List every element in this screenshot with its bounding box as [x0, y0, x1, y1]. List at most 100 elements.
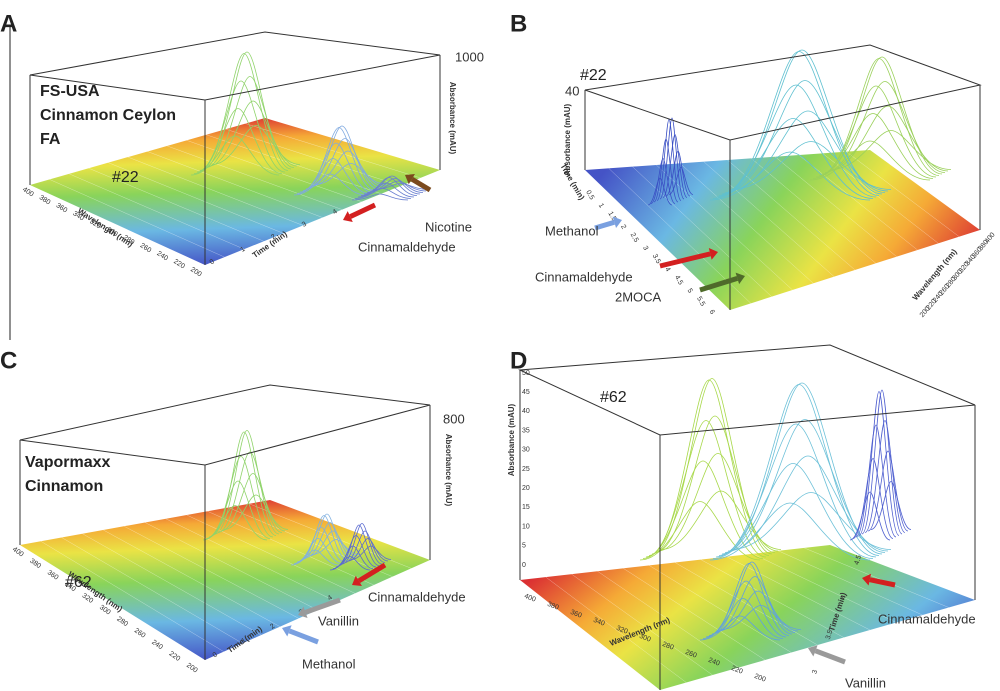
time-tick-label: 3	[301, 221, 308, 229]
floor-grid	[804, 547, 949, 608]
sample-id: #22	[112, 169, 139, 186]
spectrum-trace	[305, 522, 355, 558]
spectrum-trace	[699, 615, 781, 641]
sample-name: Cinnamon Ceylon	[40, 107, 176, 124]
abs-tick-label: 45	[522, 389, 530, 396]
box-top	[584, 44, 982, 141]
annotation: Methanol	[545, 223, 599, 238]
annotation: Cinnamaldehyde	[368, 589, 466, 604]
floor-grid	[778, 550, 923, 616]
floor-grid	[167, 145, 343, 210]
spectrum-trace	[372, 183, 430, 190]
sample-id: #62	[600, 389, 627, 406]
spectrum-trace	[648, 379, 770, 556]
panel-letter: D	[510, 347, 527, 374]
spectrum-trace	[727, 455, 889, 552]
spectrum-trace	[659, 117, 685, 200]
abs-tick-label: 15	[522, 504, 530, 511]
sample-name: FS-USA	[40, 83, 100, 100]
box-top	[19, 384, 431, 466]
panel-letter: B	[510, 10, 527, 37]
time-tick-label: 6	[708, 309, 716, 316]
floor-grid	[124, 526, 299, 619]
floor-grid	[144, 522, 318, 611]
annotation: Cinnamaldehyde	[878, 611, 976, 626]
wavelength-tick-label: 260	[139, 242, 153, 254]
floor-grid	[751, 158, 876, 264]
arrow-shaft	[304, 597, 341, 615]
spectrum-trace	[350, 545, 392, 560]
wavelength-tick-label: 200	[189, 266, 203, 278]
time-tick-label: 1	[597, 202, 605, 209]
wavelength-tick-label: 380	[546, 601, 560, 612]
time-tick-label: 1.5	[606, 210, 617, 222]
spectrum-trace	[302, 513, 352, 560]
arrow-head	[298, 606, 308, 618]
annotation: Cinnamaldehyde	[535, 269, 633, 284]
time-tick-label: 4	[840, 594, 848, 600]
floor	[520, 545, 975, 690]
time-tick-label: 5	[686, 287, 694, 294]
spectrum-trace	[662, 134, 688, 198]
spectrum-trace	[712, 118, 874, 199]
floor-grid	[108, 162, 284, 234]
floor	[30, 118, 440, 265]
arrow-head	[343, 211, 353, 223]
time-tick-label: 3	[811, 669, 819, 675]
panel-letter: A	[0, 10, 17, 37]
wavelength-tick-label: 380	[28, 558, 42, 570]
spectrum-trace	[202, 51, 292, 170]
time-label: Time (min)	[558, 162, 586, 202]
annotation: Cinnamaldehyde	[358, 239, 456, 254]
arrow-head	[808, 645, 818, 657]
time-tick-label: 3.5	[651, 253, 662, 265]
floor-grid	[165, 518, 337, 602]
spectrum-trace	[730, 492, 892, 550]
spectrum-trace	[809, 140, 931, 181]
time-tick-label: 2	[270, 233, 277, 241]
arrow-shaft	[869, 577, 896, 588]
floor-grid	[774, 156, 897, 257]
y-axis-label: Absorbance (mAU)	[563, 103, 572, 176]
abs-tick-label: 10	[522, 523, 530, 530]
arrow-head	[352, 575, 362, 586]
abs-tick-label: 5	[522, 543, 526, 550]
arrow-shaft	[659, 251, 711, 269]
time-tick-label: 1	[240, 637, 247, 645]
spectrum-trace	[223, 494, 289, 530]
spectrum-trace	[715, 84, 877, 198]
wavelength-tick-label: 360	[55, 202, 69, 214]
spectrum-trace	[668, 167, 694, 195]
spectrum-trace	[858, 391, 900, 536]
wavelength-tick-label: 200	[185, 662, 199, 674]
wavelength-tick-label: 280	[115, 616, 129, 628]
spectrum-trace	[214, 430, 280, 535]
spectrum-trace	[657, 453, 779, 552]
spectrum-trace	[864, 420, 906, 533]
annotation: Methanol	[302, 656, 356, 671]
abs-tick-label: 1000	[455, 49, 484, 64]
wavelength-tick-label: 400	[11, 546, 25, 558]
spectrum-trace	[724, 80, 886, 193]
wavelength-tick-label: 260	[133, 627, 147, 639]
spectrum-trace	[314, 163, 388, 185]
spectrum-trace	[308, 138, 382, 188]
time-tick-label: 4	[663, 266, 671, 273]
time-tick-label: 2.5	[629, 232, 640, 244]
floor-grid	[49, 179, 225, 258]
arrow-head	[612, 216, 622, 229]
abs-tick-label: 800	[443, 411, 465, 426]
arrow-shaft	[357, 562, 387, 583]
time-tick-label: 2	[619, 224, 627, 231]
abs-tick-label: 40	[565, 83, 579, 98]
arrow-shaft	[814, 648, 846, 665]
arrow-head	[708, 248, 718, 260]
spectrum-trace	[208, 100, 298, 167]
time-tick-label: 4.5	[853, 554, 863, 566]
wavelength-tick-label: 380	[38, 194, 52, 206]
spectrum-trace	[849, 491, 891, 541]
floor-grid	[846, 151, 960, 237]
wavelength-tick-label: 240	[150, 639, 164, 651]
floor-grid	[127, 156, 303, 226]
